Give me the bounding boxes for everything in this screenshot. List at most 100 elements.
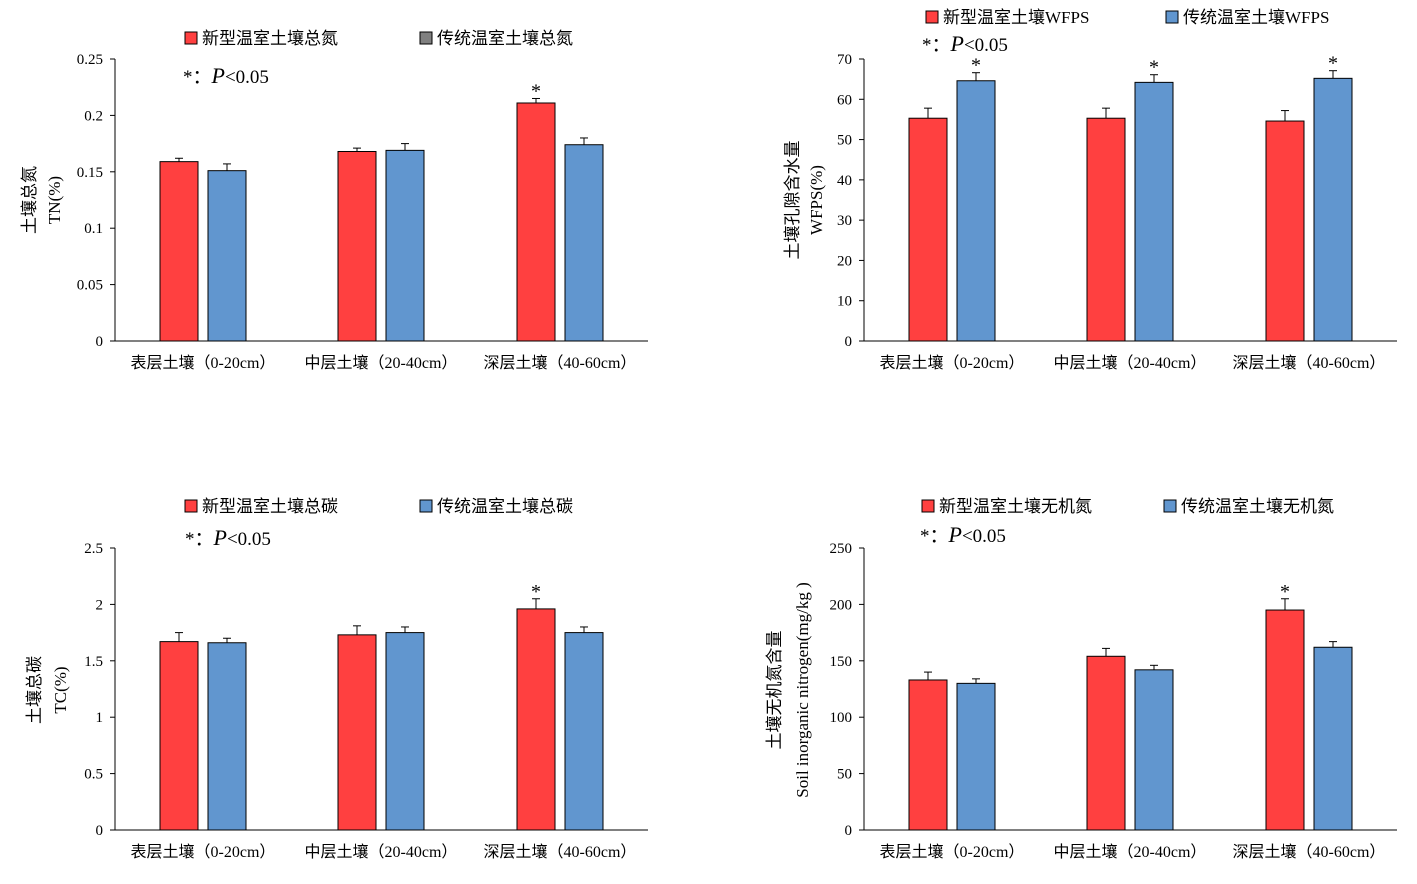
y-tick-label: 0.1 [84,221,103,237]
x-category-label: 深层土壤（40-60cm） [484,842,637,861]
y-tick-label: 10 [837,294,852,310]
x-category-label: 中层土壤（20-40cm） [1054,842,1207,861]
y-tick-label: 2.5 [84,541,103,557]
significance-note: *：P<0.05 [185,525,271,550]
bar [207,170,247,342]
legend-label: 新型温室土壤无机氮 [939,496,1092,516]
y-axis-label: Soil inorganic nitrogen(mg/kg ) [793,582,812,797]
significance-note: *：P<0.05 [922,31,1008,56]
y-axis-label: WFPS(%) [807,165,826,235]
x-category-label: 深层土壤（40-60cm） [1233,353,1386,372]
y-tick-label: 0.25 [77,52,103,68]
bar [908,117,948,342]
x-category-label: 表层土壤（0-20cm） [131,842,276,861]
bar [207,642,247,831]
chart-panel-1: 0 0.05 0.1 0.15 0.2 0.25 表层土壤（0-20cm） 中层土壤（20-4… [19,28,648,372]
y-axis-label: 土壤总氮 [19,166,39,234]
legend-swatch [419,31,433,45]
bar [516,102,556,342]
legend-swatch [184,499,198,513]
bar [1265,120,1305,342]
bar [385,149,425,342]
legend-label: 新型温室土壤WFPS [943,7,1089,27]
legend-label: 新型温室土壤总碳 [202,496,338,516]
bar [337,150,377,342]
chart-panel-2: 0 10 20 30 40 50 60 70 表层土壤（0-20cm） 中层土壤（20-40cm）… [782,7,1397,372]
significance-star: * [1280,581,1290,603]
x-category-label: 表层土壤（0-20cm） [880,353,1025,372]
y-axis-label: 土壤无机氮含量 [764,631,784,750]
y-tick-label: 2 [96,597,104,613]
y-tick-label: 1 [96,710,104,726]
y-tick-label: 50 [837,767,852,783]
x-category-label: 中层土壤（20-40cm） [305,842,458,861]
bar [956,80,996,342]
y-tick-label: 250 [830,541,853,557]
y-tick-label: 150 [830,654,853,670]
y-tick-label: 70 [837,52,852,68]
y-axis-label: 土壤孔隙含水量 [782,141,802,260]
x-category-label: 表层土壤（0-20cm） [880,842,1025,861]
bar [1313,77,1353,342]
bar [159,161,199,342]
y-axis-label: 土壤总碳 [24,656,44,724]
legend-label: 传统温室土壤WFPS [1183,7,1329,27]
y-tick-label: 50 [837,133,852,149]
bar [564,144,604,342]
y-tick-label: 1.5 [84,654,103,670]
bar [385,632,425,831]
legend-swatch [1165,10,1179,24]
y-tick-label: 200 [830,597,853,613]
chart-panel-4: 0 50 100 150 200 250 表层土壤（0-20cm） 中层土壤（20-40cm）… [764,496,1397,861]
y-tick-label: 60 [837,92,852,108]
y-tick-label: 20 [837,253,852,269]
legend-swatch [925,10,939,24]
y-tick-label: 0 [96,823,104,839]
legend-label: 传统温室土壤总氮 [437,28,573,48]
bar [1086,655,1126,831]
y-tick-label: 0 [845,334,853,350]
legend-swatch [1163,499,1177,513]
bar [516,608,556,831]
significance-star: * [1328,53,1338,75]
y-tick-label: 40 [837,173,852,189]
x-category-label: 中层土壤（20-40cm） [305,353,458,372]
y-tick-label: 100 [830,710,853,726]
bar [1086,117,1126,342]
x-category-label: 深层土壤（40-60cm） [484,353,637,372]
bar [159,641,199,831]
y-tick-label: 0.5 [84,767,103,783]
legend-label: 传统温室土壤无机氮 [1181,496,1334,516]
y-axis-label: TC(%) [51,666,70,713]
bar [908,679,948,831]
bar [956,682,996,831]
bar [1313,646,1353,831]
significance-note: *：P<0.05 [183,63,269,88]
legend-label: 传统温室土壤总碳 [437,496,573,516]
x-category-label: 深层土壤（40-60cm） [1233,842,1386,861]
legend-swatch [184,31,198,45]
significance-star: * [531,80,541,102]
y-tick-label: 0.2 [84,108,103,124]
significance-note: *：P<0.05 [920,522,1006,547]
bar [564,632,604,831]
legend-swatch [921,499,935,513]
significance-star: * [971,55,981,77]
significance-star: * [531,581,541,603]
bar [1134,81,1174,342]
y-tick-label: 0.15 [77,165,103,181]
bar [1265,609,1305,831]
bar [1134,669,1174,831]
legend-label: 新型温室土壤总氮 [202,28,338,48]
y-tick-label: 0 [845,823,853,839]
x-category-label: 表层土壤（0-20cm） [131,353,276,372]
y-tick-label: 0 [96,334,104,350]
chart-panel-3: 0 0.5 1 1.5 2 2.5 表层土壤（0-20cm） 中层土壤（20-40cm） 深层土… [24,496,648,861]
bar [337,634,377,831]
y-tick-label: 0.05 [77,278,103,294]
y-tick-label: 30 [837,213,852,229]
y-axis-label: TN(%) [45,176,64,224]
x-category-label: 中层土壤（20-40cm） [1054,353,1207,372]
legend-swatch [419,499,433,513]
